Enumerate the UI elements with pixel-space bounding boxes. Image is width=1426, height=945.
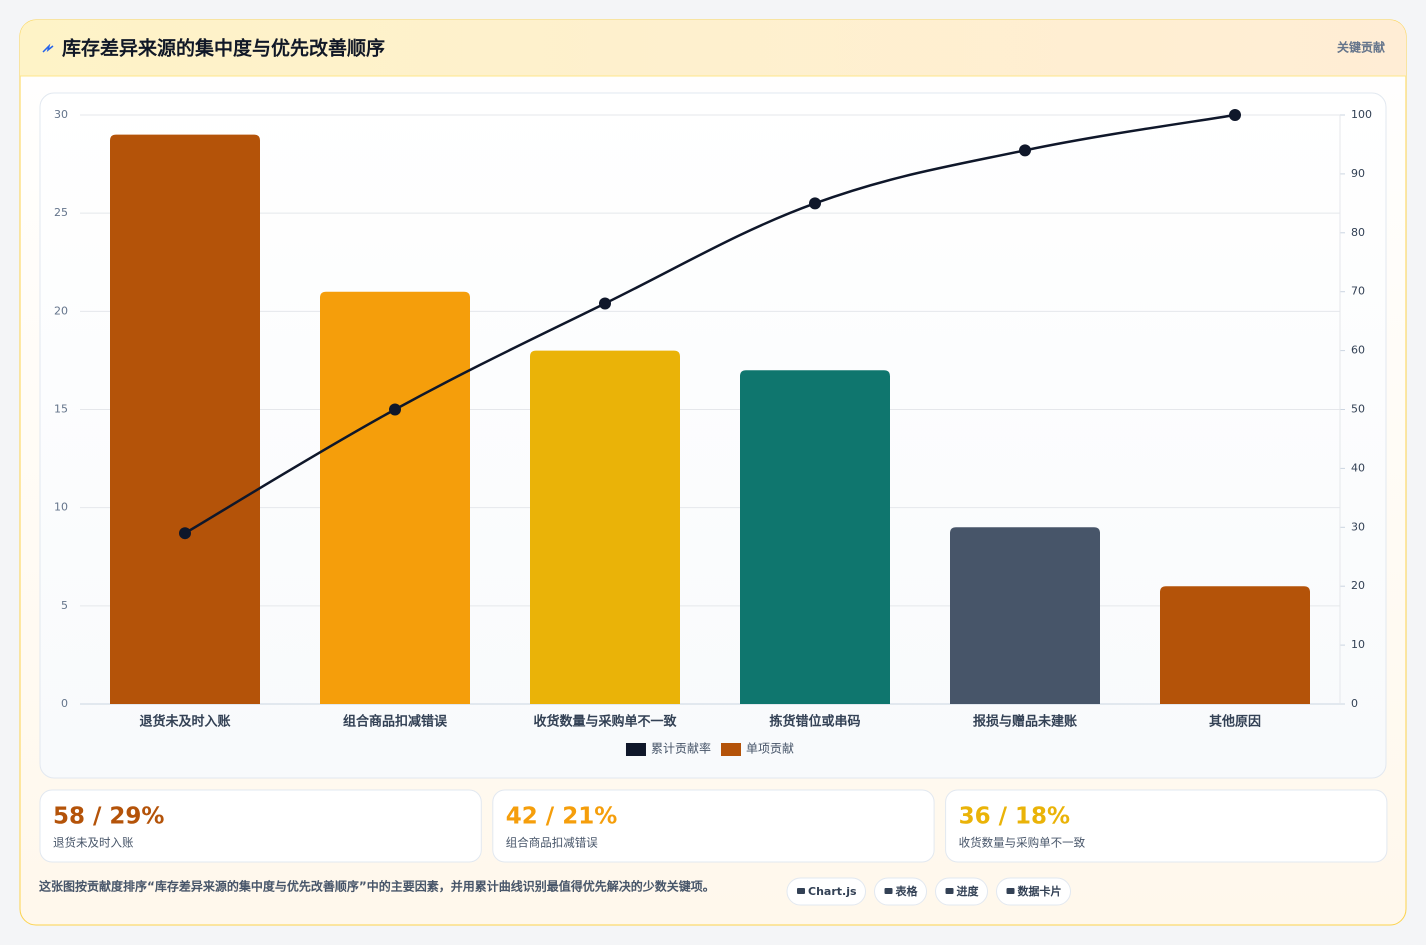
bar [950,527,1100,704]
line-point [809,197,821,210]
header-band [20,20,1406,76]
header-title: 库存差异来源的集中度与优先改善顺序 [62,37,385,60]
kpi-label: 退货未及时入账 [53,836,134,850]
x-tick-label: 收货数量与采购单不一致 [533,714,677,730]
chip-bg [874,877,928,906]
kpi-label: 组合商品扣减错误 [506,836,598,850]
chip-label: Chart.js [808,885,857,898]
y2-tick-label: 40 [1351,461,1365,474]
y-tick-label: 25 [54,206,68,219]
header-tag: 关键贡献 [1337,40,1385,55]
y-tick-label: 10 [54,501,68,514]
y2-tick-label: 30 [1351,520,1365,533]
x-tick-label: 其他原因 [1209,714,1261,730]
chip-icon [1006,888,1015,894]
legend-swatch [625,743,646,756]
line-point [1229,109,1241,121]
chip-label: 数据卡片 [1018,884,1062,898]
bar [740,370,890,704]
kpi-value: 42 / 21% [506,804,617,830]
line-point [1019,144,1031,157]
y-tick-label: 30 [54,108,68,121]
legend: 累计贡献率 单项贡献 [625,741,794,756]
y2-tick-label: 70 [1351,285,1365,298]
kpi-label: 收货数量与采购单不一致 [959,836,1086,850]
y-tick-label: 20 [54,304,68,317]
kpi-card [492,789,935,863]
chip-label: 表格 [895,884,919,898]
line-point [599,297,611,310]
y2-tick-label: 60 [1351,344,1365,357]
footer-text: 这张图按贡献度排序“库存差异来源的集中度与优先改善顺序”中的主要因素，并用累计曲… [39,879,715,894]
line-point [389,403,401,416]
y2-tick-label: 80 [1351,226,1365,239]
legend-swatch [721,743,741,756]
kpi-value: 58 / 29% [53,804,164,830]
x-tick-label: 报损与赠品未建账 [973,714,1077,730]
chip: Chart.js [786,877,867,906]
chip-icon [797,888,805,894]
y-tick-label: 15 [54,403,68,416]
bar [530,350,680,704]
chip: 表格 [874,877,928,906]
chip-bg [996,877,1072,906]
legend-label: 累计贡献率 [651,741,711,756]
y2-tick-label: 0 [1351,697,1358,710]
y2-tick-label: 20 [1351,579,1365,592]
kpi-card [945,789,1388,863]
chip: 进度 [935,877,989,906]
bar [1160,586,1310,704]
y2-tick-label: 10 [1351,638,1365,651]
legend-label: 单项贡献 [746,741,794,756]
bar [320,291,470,704]
bar [110,134,260,705]
chip-label: 进度 [957,884,980,898]
chip-icon [884,888,893,894]
y-tick-label: 0 [61,697,68,710]
cumulative-line [184,113,1236,535]
x-tick-label: 拣货错位或串码 [769,714,860,730]
y2-tick-label: 90 [1351,167,1365,180]
chip: 数据卡片 [996,877,1072,906]
chip-icon [945,888,954,894]
y2-tick-label: 50 [1351,403,1365,416]
x-tick-label: 退货未及时入账 [139,714,230,730]
y-tick-label: 5 [61,599,68,612]
kpi-card [39,789,482,863]
chip-bg [786,877,867,906]
y2-tick-label: 100 [1351,108,1372,121]
chip-bg [935,877,989,906]
kpi-value: 36 / 18% [959,804,1070,830]
x-tick-label: 组合商品扣减错误 [343,714,448,730]
line-point [179,527,191,540]
title-icon [42,43,54,53]
